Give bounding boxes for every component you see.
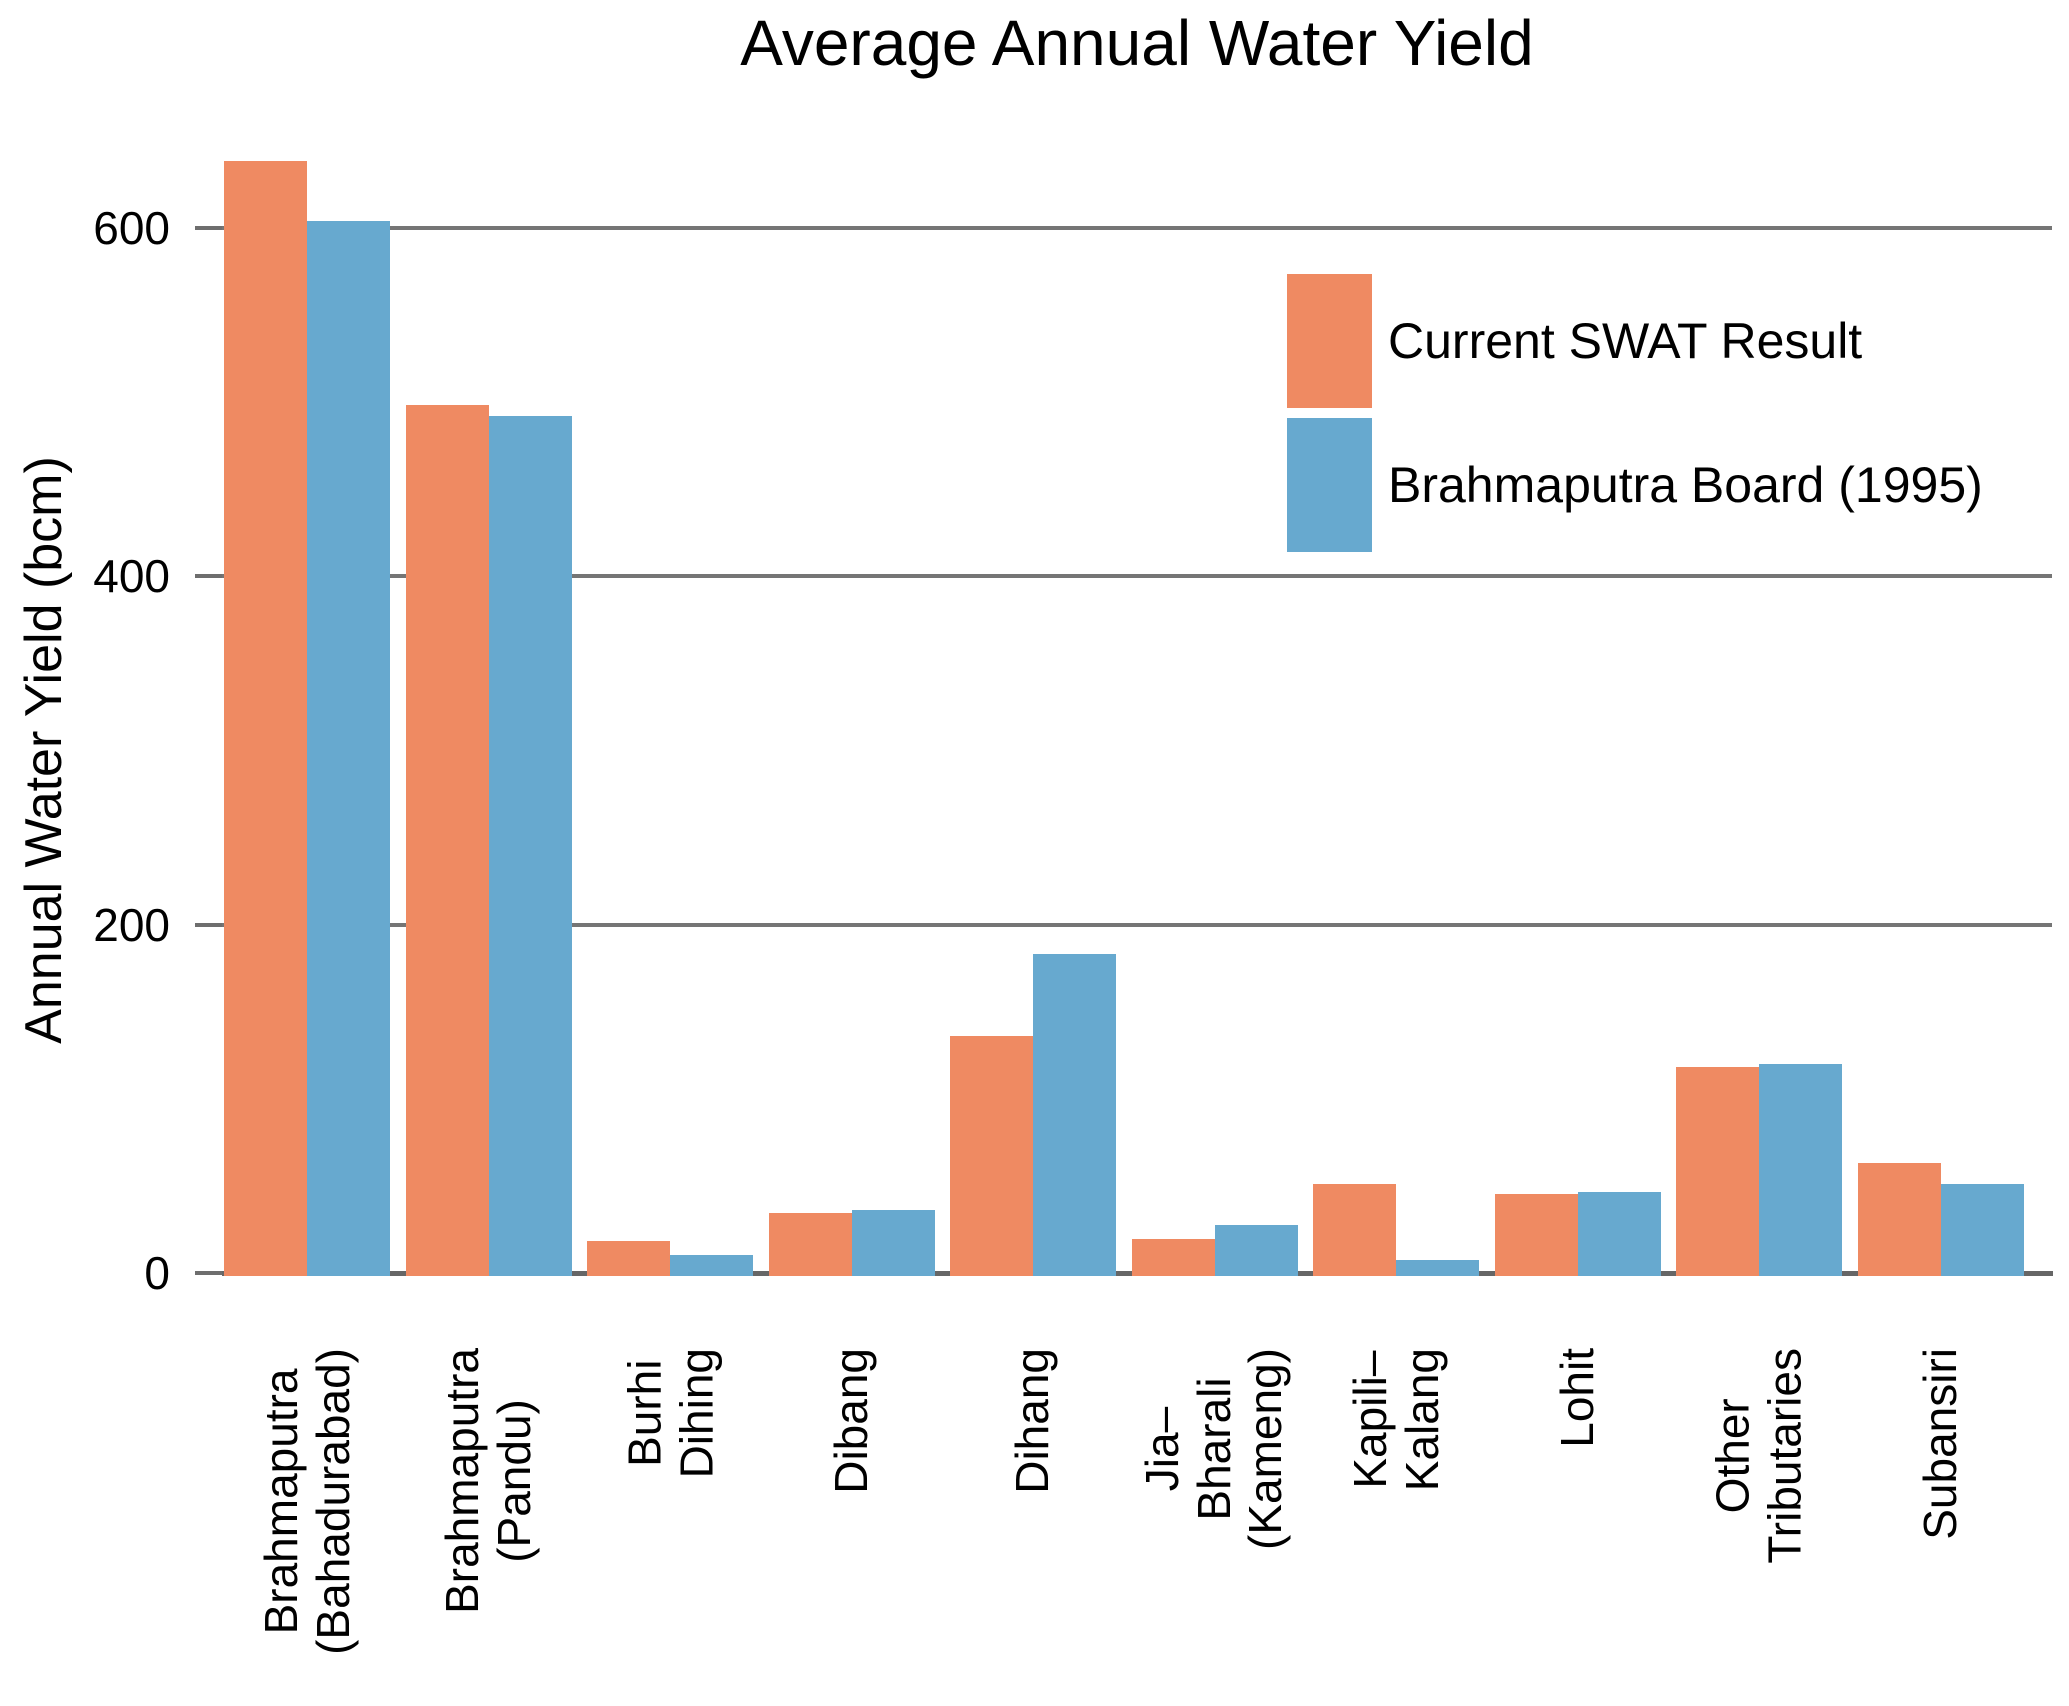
bar-brahmaputra-board (1940, 1183, 2024, 1276)
x-tick-label: Brahmaputra (Pandu) (435, 1348, 540, 1614)
legend-label-brahmaputra-board: Brahmaputra Board (1995) (1388, 457, 1983, 513)
bar-current-swat (224, 161, 307, 1276)
bar-brahmaputra-board (670, 1255, 753, 1276)
bar-brahmaputra-board (1033, 953, 1116, 1276)
x-tick-label: Brahmaputra (Bahadurabad) (254, 1348, 358, 1655)
gridline (222, 922, 2052, 927)
y-tick-label: 0 (144, 1247, 170, 1299)
x-tick-label: Burhi Dihing (617, 1348, 722, 1479)
bar-current-swat (1313, 1183, 1396, 1276)
y-axis-title: Annual Water Yield (bcm) (15, 456, 73, 1044)
bar-brahmaputra-board (1214, 1225, 1298, 1276)
legend-swatch-brahmaputra-board (1287, 418, 1372, 552)
y-tick (195, 574, 222, 579)
y-tick (195, 226, 222, 231)
bar-current-swat (1494, 1194, 1578, 1276)
bar-current-swat (1857, 1162, 1941, 1276)
bar-brahmaputra-board (851, 1209, 935, 1276)
bar-current-swat (405, 405, 489, 1276)
y-tick-label: 400 (93, 550, 170, 603)
y-tick-label: 200 (93, 898, 170, 951)
x-tick-label: Subansiri (1913, 1348, 1966, 1540)
bar-brahmaputra-board (488, 415, 572, 1276)
bar-brahmaputra-board (1396, 1260, 1479, 1276)
legend-label-current-swat: Current SWAT Result (1388, 313, 1863, 369)
chart-title: Average Annual Water Yield (740, 7, 1534, 79)
y-tick-label: 600 (93, 202, 170, 255)
bar-brahmaputra-board (1759, 1063, 1842, 1276)
x-tick-label: Dibang (824, 1348, 877, 1494)
gridline (222, 226, 2052, 231)
bar-brahmaputra-board (307, 220, 390, 1276)
x-tick-label: Lohit (1550, 1348, 1603, 1448)
x-tick-label: Jia–Bharali (Kameng) (1135, 1348, 1291, 1550)
bar-current-swat (1676, 1067, 1759, 1276)
x-tick-label: Dihang (1005, 1348, 1058, 1494)
y-tick (195, 922, 222, 927)
x-tick-label: Other Tributaries (1706, 1348, 1810, 1564)
bar-brahmaputra-board (1577, 1192, 1661, 1276)
bar-current-swat (587, 1241, 670, 1276)
bar-current-swat (950, 1035, 1033, 1276)
gridline (222, 574, 2052, 579)
x-tick-label: Kapili–Kalang (1343, 1348, 1448, 1492)
y-tick (195, 1271, 222, 1275)
bar-current-swat (1131, 1239, 1215, 1276)
bar-current-swat (768, 1213, 852, 1276)
legend-swatch-current-swat (1287, 274, 1372, 408)
